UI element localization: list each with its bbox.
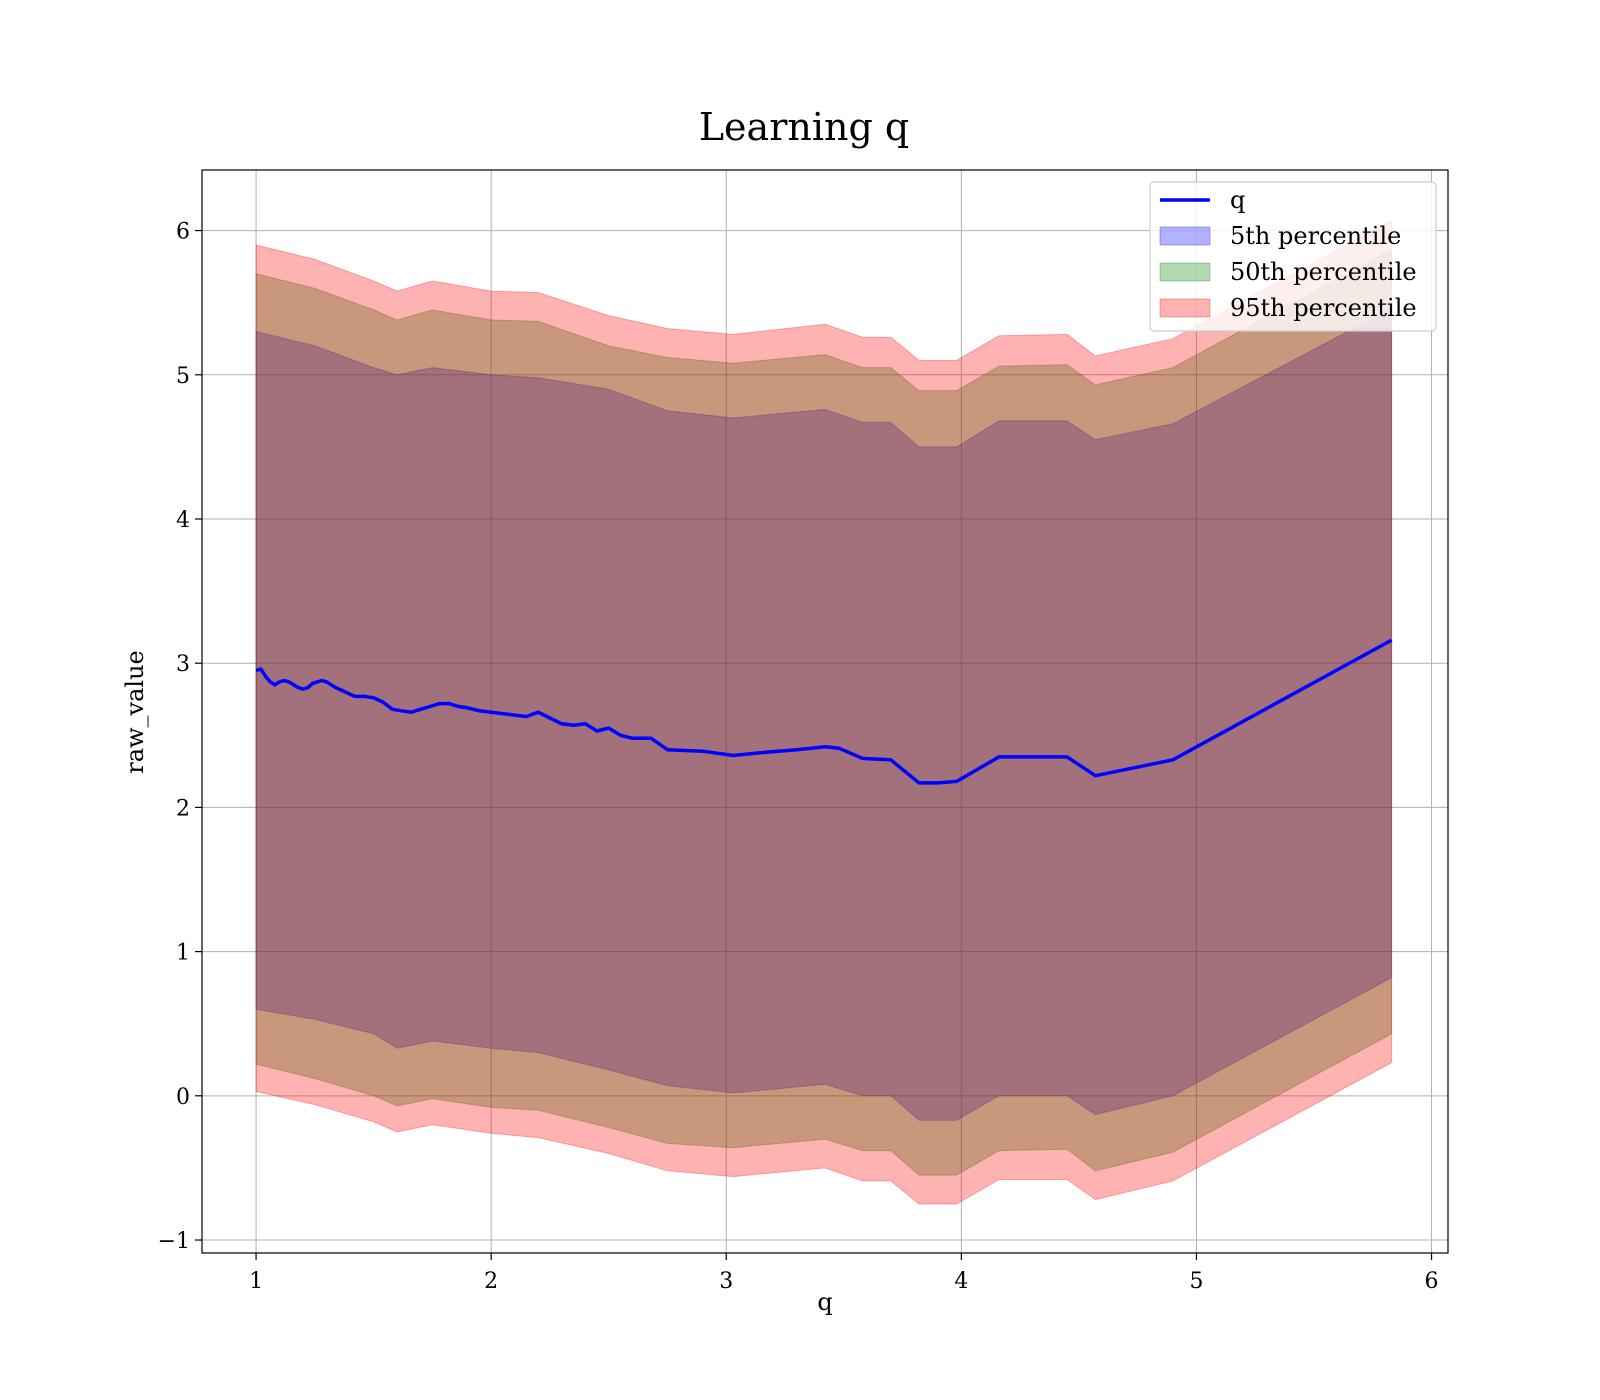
x-tick-label-0: 1 xyxy=(249,1269,263,1294)
q-line-layer xyxy=(255,638,1393,785)
x-tick-label-3: 4 xyxy=(954,1269,968,1294)
y-tick-label-0: −1 xyxy=(158,1229,190,1254)
x-tick-label-4: 5 xyxy=(1189,1269,1203,1294)
percentile-bands xyxy=(255,219,1393,1205)
band-95th-percentile xyxy=(255,219,1393,1205)
legend-swatch-50th-percentile xyxy=(1159,262,1211,282)
grid xyxy=(202,170,1448,1253)
x-axis-label: q xyxy=(817,1288,832,1316)
y-tick-label-5: 4 xyxy=(176,508,190,533)
legend-label-2: 50th percentile xyxy=(1230,258,1417,286)
legend-label-0: q xyxy=(1230,186,1245,214)
q-series-line xyxy=(255,638,1393,785)
legend-label-3: 95th percentile xyxy=(1230,294,1417,322)
y-tick-label-1: 0 xyxy=(176,1085,190,1110)
y-tick-label-7: 6 xyxy=(176,220,190,245)
y-tick-label-4: 3 xyxy=(176,652,190,677)
band-5th-percentile xyxy=(255,307,1393,1121)
y-tick-label-6: 5 xyxy=(176,364,190,389)
y-axis-label: raw_value xyxy=(121,650,149,774)
axis-ticks: 1 2 3 4 5 6 −1 0 1 2 3 4 5 6 xyxy=(158,220,1439,1294)
chart-title: Learning q xyxy=(699,105,909,149)
plot-frame xyxy=(201,169,1449,1254)
legend-label-1: 5th percentile xyxy=(1230,222,1401,250)
legend-box xyxy=(1149,181,1437,332)
x-tick-label-2: 3 xyxy=(719,1269,733,1294)
x-tick-label-1: 2 xyxy=(484,1269,498,1294)
band-50th-percentile xyxy=(255,248,1393,1176)
legend-swatch-5th-percentile xyxy=(1159,226,1211,246)
legend: q 5th percentile 50th percentile 95th perce… xyxy=(1149,181,1437,332)
x-tick-label-5: 6 xyxy=(1425,1269,1439,1294)
legend-swatch-95th-percentile xyxy=(1159,298,1211,318)
y-tick-label-2: 1 xyxy=(176,941,190,966)
y-tick-label-3: 2 xyxy=(176,796,190,821)
